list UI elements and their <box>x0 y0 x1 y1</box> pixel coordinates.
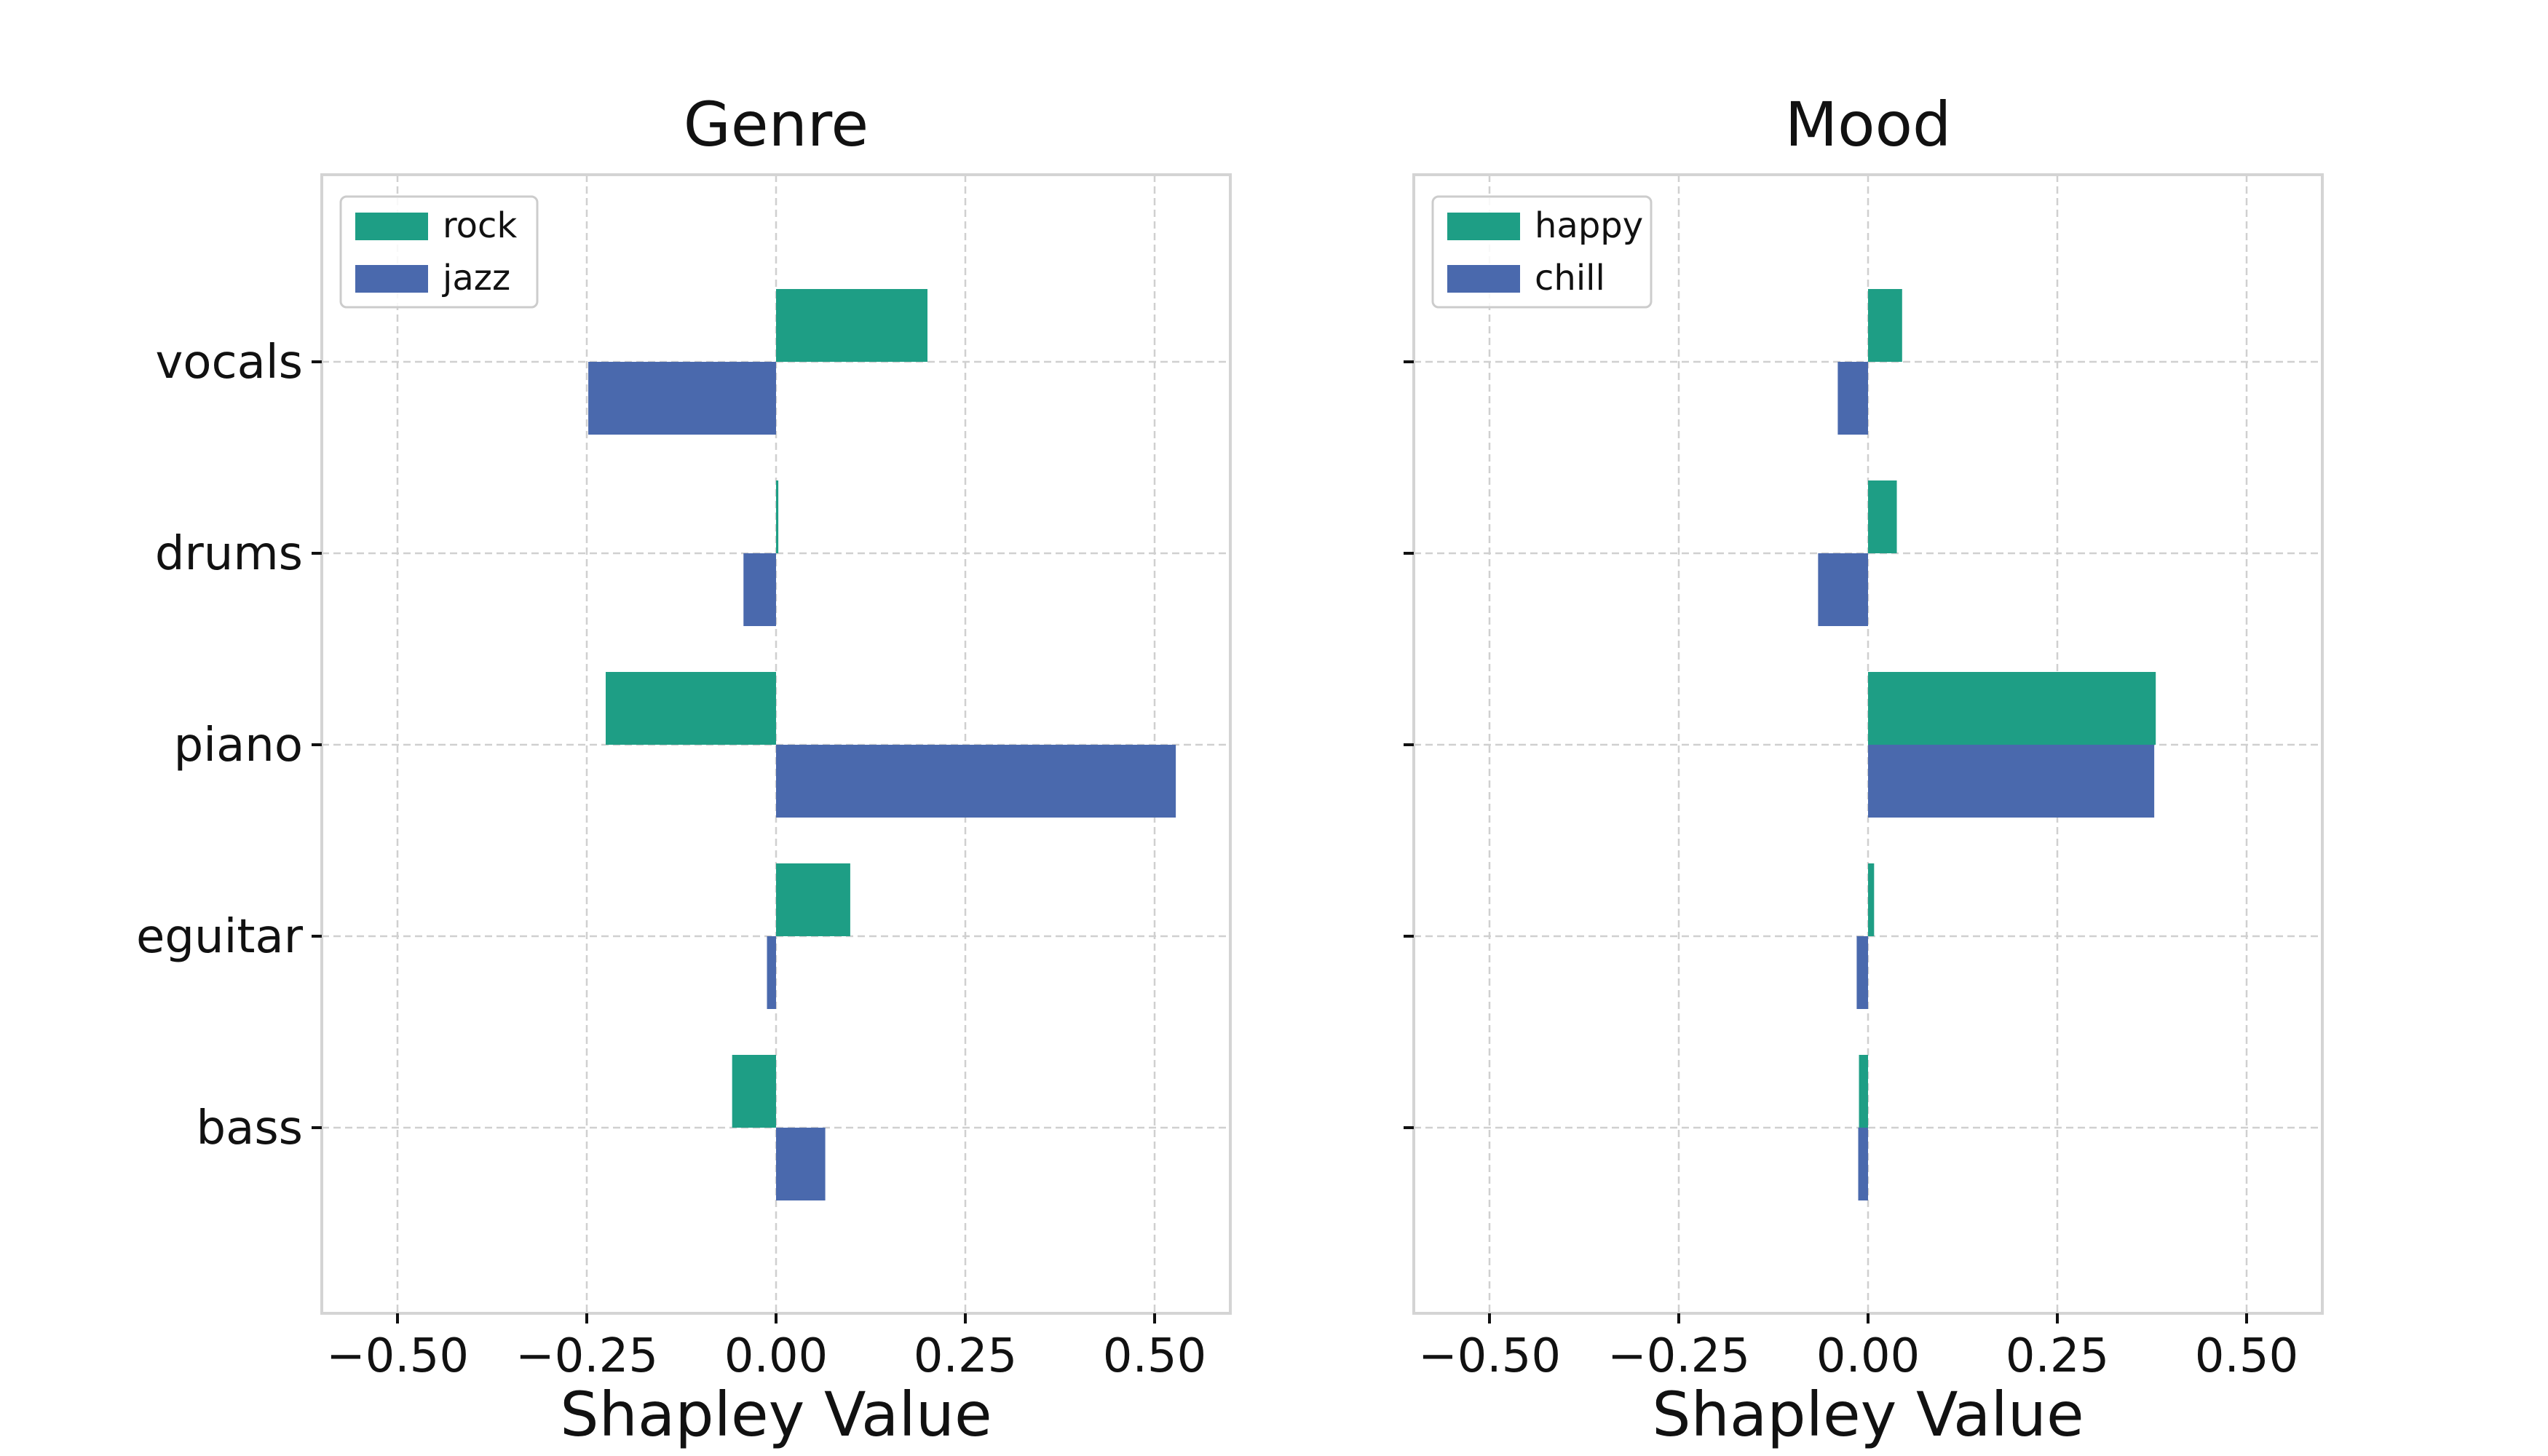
bar-happy-vocals <box>1868 289 1902 362</box>
x-tick-label: −0.25 <box>1607 1329 1750 1383</box>
legend-swatch-jazz <box>355 265 428 293</box>
y-tick-label: vocals <box>155 336 303 389</box>
bar-happy-eguitar <box>1868 863 1875 936</box>
bar-rock-drums <box>776 480 779 553</box>
x-tick-label: 0.25 <box>2006 1329 2110 1383</box>
y-tick-label: bass <box>196 1101 303 1155</box>
bar-jazz-drums <box>743 553 776 626</box>
bar-jazz-piano <box>776 745 1176 818</box>
bar-jazz-bass <box>776 1128 826 1200</box>
x-axis-label: Shapley Value <box>560 1379 992 1450</box>
legend-label-jazz: jazz <box>442 258 510 298</box>
bar-chill-bass <box>1858 1128 1868 1200</box>
bar-happy-drums <box>1868 480 1897 553</box>
bar-chill-vocals <box>1837 362 1868 435</box>
bar-rock-piano <box>606 672 776 745</box>
bar-chill-piano <box>1868 745 2155 818</box>
panel-genre: vocals drums piano eguitar bass −0.50 −0.25 0.0… <box>136 89 1232 1450</box>
legend-swatch-happy <box>1447 213 1520 240</box>
y-tick-label: drums <box>155 527 303 581</box>
y-tick-label: eguitar <box>136 910 304 964</box>
bar-jazz-eguitar <box>767 936 776 1009</box>
legend-label-happy: happy <box>1535 205 1643 246</box>
bar-happy-piano <box>1868 672 2156 745</box>
x-tick-label: −0.50 <box>326 1329 469 1383</box>
bar-rock-bass <box>732 1055 776 1128</box>
x-tick-label: 0.50 <box>2195 1329 2299 1383</box>
x-tick-label: −0.50 <box>1418 1329 1561 1383</box>
y-tick-label: piano <box>174 719 303 772</box>
bar-chill-drums <box>1818 553 1868 626</box>
bar-rock-vocals <box>776 289 927 362</box>
x-tick-label: 0.50 <box>1103 1329 1207 1383</box>
legend-label-rock: rock <box>443 205 517 246</box>
panel-title: Mood <box>1785 89 1952 160</box>
x-tick-label: 0.00 <box>1816 1329 1920 1383</box>
bar-rock-eguitar <box>776 863 850 936</box>
legend-label-chill: chill <box>1535 258 1605 298</box>
legend-swatch-chill <box>1447 265 1520 293</box>
bar-chill-eguitar <box>1856 936 1868 1009</box>
x-tick-label: 0.00 <box>724 1329 828 1383</box>
x-axis-label: Shapley Value <box>1652 1379 2084 1450</box>
x-tick-label: 0.25 <box>914 1329 1018 1383</box>
bar-happy-bass <box>1859 1055 1868 1128</box>
bar-jazz-vocals <box>588 362 776 435</box>
legend-swatch-rock <box>355 213 428 240</box>
panel-title: Genre <box>684 89 869 160</box>
x-tick-label: −0.25 <box>515 1329 658 1383</box>
panel-mood: −0.50 −0.25 0.00 0.25 0.50 Mood Shapley Value h… <box>1404 89 2324 1450</box>
